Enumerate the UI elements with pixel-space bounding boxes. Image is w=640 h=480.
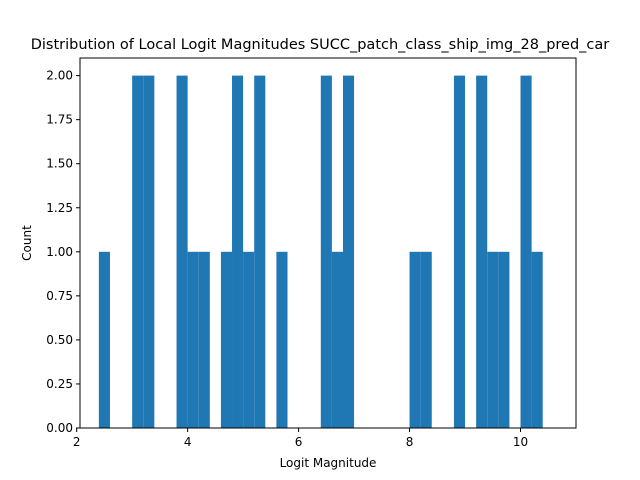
histogram-bar — [198, 251, 210, 428]
histogram-bar — [220, 251, 233, 428]
y-tick-label: 1.50 — [46, 157, 73, 171]
chart-title: Distribution of Local Logit Magnitudes S… — [31, 37, 610, 53]
bars-group — [98, 75, 543, 428]
histogram-bar — [409, 251, 421, 428]
histogram-bar — [243, 251, 255, 428]
histogram-bar — [176, 75, 188, 428]
histogram-bar — [453, 75, 466, 428]
y-axis-ticks: 0.00 0.25 0.50 0.75 1.00 1.25 1.50 1.75 2.00 — [46, 69, 80, 435]
histogram-bar — [476, 75, 488, 428]
x-tick-label: 8 — [406, 435, 414, 449]
histogram-bar — [187, 251, 199, 428]
histogram-bar — [254, 75, 266, 428]
histogram-bar — [342, 75, 355, 428]
x-axis-ticks: 2 4 6 8 10 — [73, 428, 528, 449]
x-tick-label: 4 — [184, 435, 192, 449]
y-tick-label: 1.00 — [46, 245, 73, 259]
histogram-bar — [98, 251, 110, 428]
histogram-bar — [320, 75, 332, 428]
histogram-bar — [420, 251, 432, 428]
y-tick-label: 0.25 — [46, 377, 73, 391]
histogram-bar — [531, 251, 543, 428]
x-tick-label: 10 — [513, 435, 528, 449]
histogram-bar — [331, 251, 343, 428]
y-tick-label: 0.75 — [46, 289, 73, 303]
histogram-bar — [520, 75, 532, 428]
histogram-bar — [498, 251, 510, 428]
x-tick-label: 6 — [295, 435, 303, 449]
x-axis-label: Logit Magnitude — [280, 456, 377, 470]
histogram-bar — [487, 251, 499, 428]
y-tick-label: 0.50 — [46, 333, 73, 347]
y-axis-label: Count — [20, 225, 34, 261]
histogram-bar — [143, 75, 155, 428]
y-tick-label: 1.75 — [46, 113, 73, 127]
x-tick-label: 2 — [73, 435, 81, 449]
y-tick-label: 2.00 — [46, 69, 73, 83]
plot-area-frame — [79, 57, 577, 429]
y-tick-label: 1.25 — [46, 201, 73, 215]
y-tick-label: 0.00 — [46, 421, 73, 435]
histogram-bar — [132, 75, 144, 428]
histogram-bar — [232, 75, 244, 428]
histogram-bar — [276, 251, 288, 428]
